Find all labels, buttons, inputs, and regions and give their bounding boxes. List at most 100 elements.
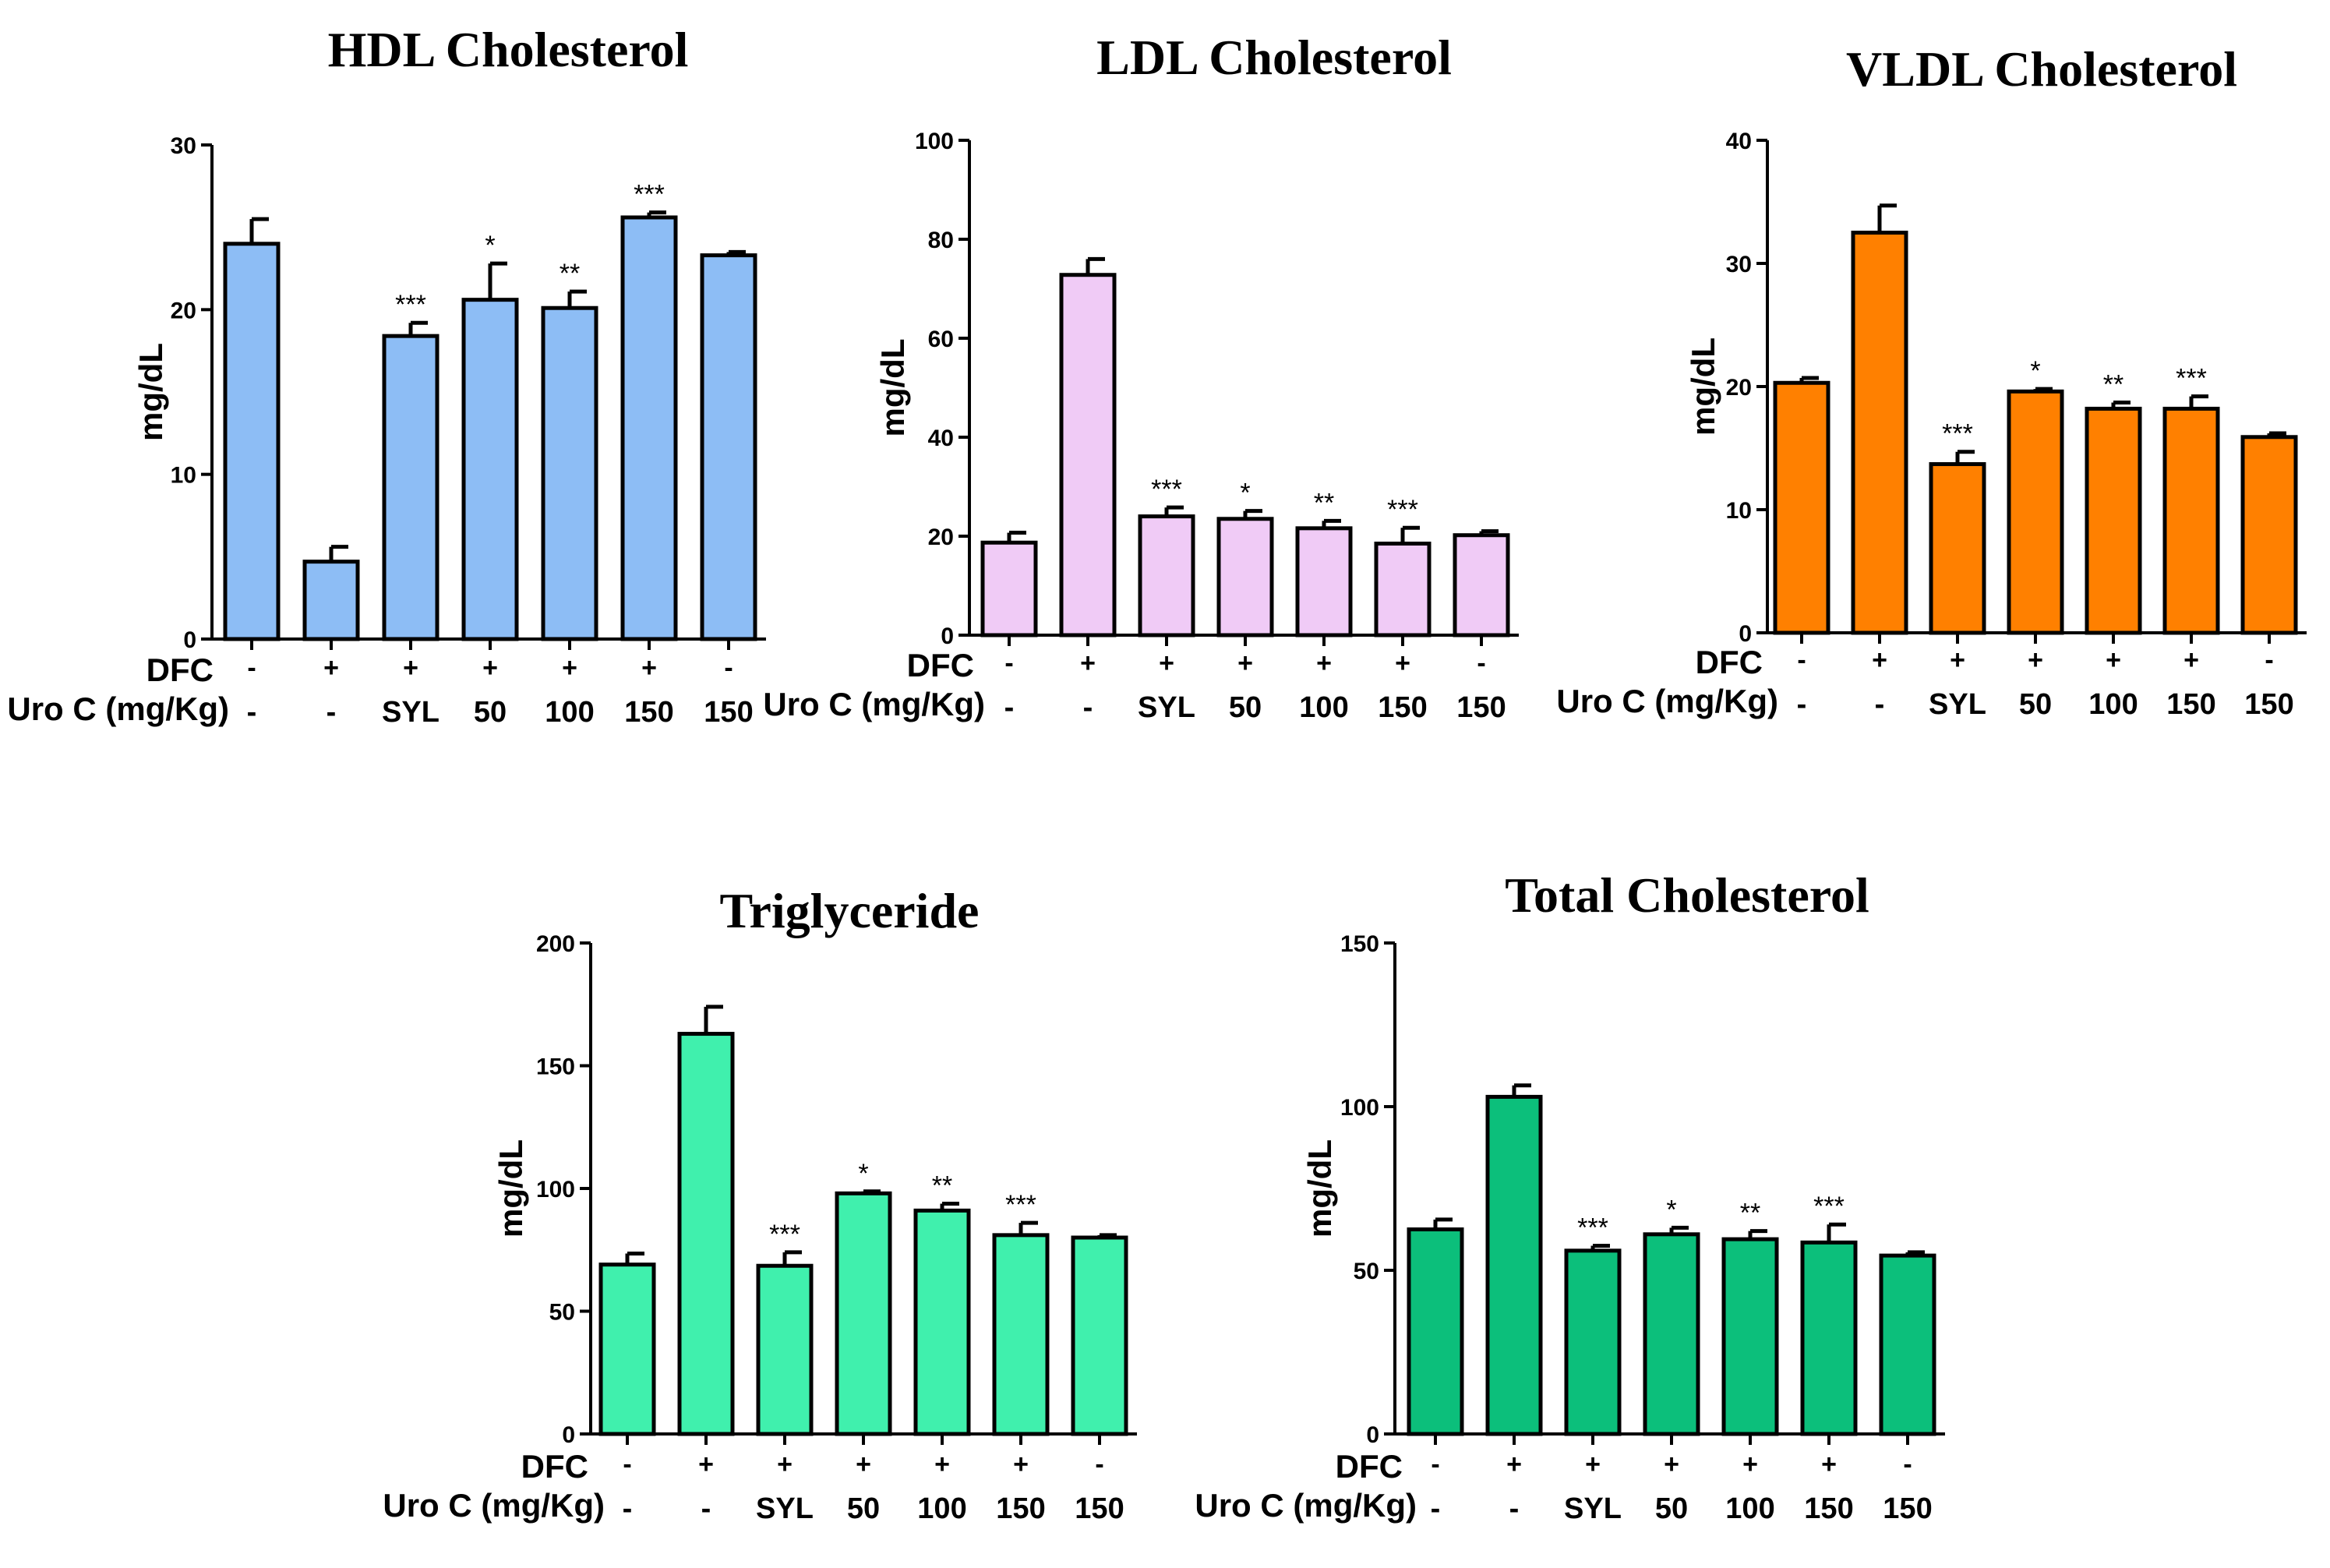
bar	[1564, 1248, 1622, 1436]
uro-value: -	[1509, 1492, 1520, 1525]
dfc-value: -	[724, 653, 733, 683]
dfc-value: -	[1903, 1450, 1912, 1479]
uro-row-label: Uro C (mg/Kg)	[1556, 683, 1778, 719]
bar	[1071, 1235, 1128, 1436]
dfc-value: -	[1004, 648, 1013, 678]
bar	[835, 1191, 892, 1436]
uro-value: 50	[2019, 688, 2052, 721]
bar	[382, 334, 440, 641]
dfc-value: +	[1742, 1450, 1758, 1479]
bar	[1059, 273, 1117, 637]
y-axis-label: mg/dL	[1685, 337, 1721, 436]
significance-label: ***	[1387, 495, 1418, 524]
uro-value: 100	[545, 696, 594, 729]
bar	[1216, 517, 1274, 637]
y-tick-label: 0	[941, 623, 954, 649]
dfc-value: +	[1013, 1450, 1029, 1479]
y-tick-label: 150	[1340, 931, 1379, 957]
chart-title: Total Cholesterol	[1505, 867, 1869, 923]
uro-value: 150	[996, 1492, 1045, 1525]
bar	[1295, 526, 1353, 637]
bar	[1485, 1094, 1543, 1436]
dfc-value: +	[323, 653, 339, 683]
significance-label: **	[932, 1171, 952, 1201]
dfc-value: +	[1950, 645, 1965, 675]
significance-label: ***	[395, 290, 426, 320]
significance-label: ***	[634, 180, 665, 210]
bar	[2085, 406, 2142, 635]
dfc-row-label: DFC	[521, 1448, 588, 1485]
bar	[913, 1208, 971, 1436]
dfc-value: +	[641, 653, 657, 683]
y-tick-label: 20	[171, 298, 196, 323]
bar	[2007, 389, 2064, 635]
dfc-value: +	[1395, 648, 1410, 678]
significance-label: ***	[1577, 1213, 1608, 1243]
y-tick-label: 20	[928, 524, 954, 550]
y-axis-label: mg/dL	[492, 1139, 529, 1238]
chart-panel-2: LDL Cholesterolmg/dL020406080100--+-***+…	[763, 30, 1519, 724]
dfc-value: +	[1872, 645, 1887, 675]
dfc-value: +	[2183, 645, 2199, 675]
dfc-row-label: DFC	[907, 647, 974, 683]
bar	[598, 1263, 656, 1436]
y-tick-label: 10	[1726, 498, 1752, 524]
significance-label: **	[1740, 1199, 1760, 1228]
uro-value: 150	[1804, 1492, 1853, 1525]
bar	[1879, 1253, 1936, 1436]
y-tick-label: 30	[171, 133, 196, 159]
significance-label: **	[2103, 370, 2123, 400]
uro-value: 150	[1075, 1492, 1124, 1525]
significance-label: ***	[769, 1220, 800, 1249]
uro-value: -	[1875, 688, 1885, 721]
bar	[2240, 435, 2298, 635]
bar	[700, 253, 757, 641]
y-tick-label: 100	[1340, 1095, 1379, 1121]
chart-panel-5: Total Cholesterolmg/dL050100150--+-***+S…	[1195, 867, 1945, 1525]
bar	[541, 305, 598, 641]
dfc-value: +	[777, 1450, 793, 1479]
significance-label: **	[560, 259, 580, 288]
uro-row-label: Uro C (mg/Kg)	[383, 1487, 605, 1524]
uro-value: SYL	[1138, 691, 1195, 724]
bar	[1643, 1232, 1700, 1436]
dfc-value: +	[482, 653, 498, 683]
uro-value: 150	[624, 696, 673, 729]
dfc-value: +	[934, 1450, 950, 1479]
uro-value: 50	[1229, 691, 1262, 724]
bar	[1138, 514, 1195, 637]
chart-title: LDL Cholesterol	[1096, 30, 1452, 85]
uro-value: 100	[917, 1492, 966, 1525]
uro-value: SYL	[756, 1492, 814, 1525]
y-tick-label: 150	[536, 1054, 575, 1080]
dfc-value: -	[1797, 645, 1806, 675]
dfc-value: +	[1506, 1450, 1522, 1479]
significance-label: *	[858, 1159, 868, 1188]
uro-value: 100	[1299, 691, 1348, 724]
y-tick-label: 100	[915, 129, 954, 154]
y-tick-label: 60	[928, 327, 954, 352]
bar	[302, 560, 360, 641]
uro-value: 150	[2244, 688, 2293, 721]
y-tick-label: 200	[536, 931, 575, 957]
dfc-value: -	[1477, 648, 1485, 678]
chart-title: HDL Cholesterol	[328, 22, 689, 77]
y-tick-label: 0	[1366, 1422, 1379, 1448]
uro-value: 50	[847, 1492, 880, 1525]
uro-value: 50	[474, 696, 507, 729]
uro-value: 150	[2166, 688, 2215, 721]
chart-title: Triglyceride	[720, 883, 980, 938]
significance-label: ***	[2176, 364, 2207, 394]
dfc-value: +	[1664, 1450, 1679, 1479]
y-tick-label: 100	[536, 1177, 575, 1202]
y-tick-label: 80	[928, 228, 954, 253]
chart-panel-1: HDL Cholesterol mg/dL 0 10 20 30 - - + - *** + SYL * +…	[7, 22, 766, 729]
dfc-value: +	[1821, 1450, 1837, 1479]
bar	[1453, 533, 1510, 637]
dfc-value: +	[1159, 648, 1174, 678]
significance-label: ***	[1942, 419, 1973, 449]
uro-value: 100	[1725, 1492, 1774, 1525]
y-tick-label: 20	[1726, 375, 1752, 401]
bar	[756, 1263, 814, 1436]
bar	[1374, 542, 1432, 637]
